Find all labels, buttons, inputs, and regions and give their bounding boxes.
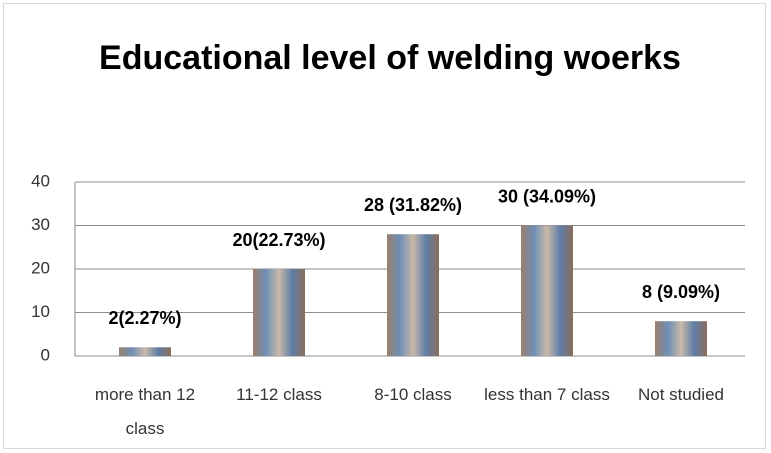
x-tick-label: 11-12 class	[236, 385, 322, 404]
chart-frame	[3, 3, 766, 449]
y-tick-label: 40	[31, 171, 50, 190]
value-label: 20(22.73%)	[232, 230, 325, 250]
y-tick-label: 10	[31, 302, 50, 321]
value-label: 28 (31.82%)	[364, 195, 462, 215]
bar	[119, 347, 171, 356]
value-label: 30 (34.09%)	[498, 186, 596, 206]
value-label: 2(2.27%)	[108, 308, 181, 328]
y-tick-label: 30	[31, 215, 50, 234]
bar	[387, 234, 439, 356]
value-label: 8 (9.09%)	[642, 282, 720, 302]
bar	[655, 321, 707, 356]
bar	[253, 269, 305, 356]
x-tick-label: less than 7 class	[484, 385, 610, 404]
y-tick-label: 20	[31, 258, 50, 277]
y-tick-label: 0	[41, 345, 50, 364]
x-tick-label: Not studied	[638, 385, 724, 404]
x-tick-label: 8-10 class	[374, 385, 452, 404]
chart-title: Educational level of welding woerks	[99, 39, 681, 77]
x-tick-label: more than 12 class	[94, 385, 196, 438]
bar	[521, 225, 573, 356]
